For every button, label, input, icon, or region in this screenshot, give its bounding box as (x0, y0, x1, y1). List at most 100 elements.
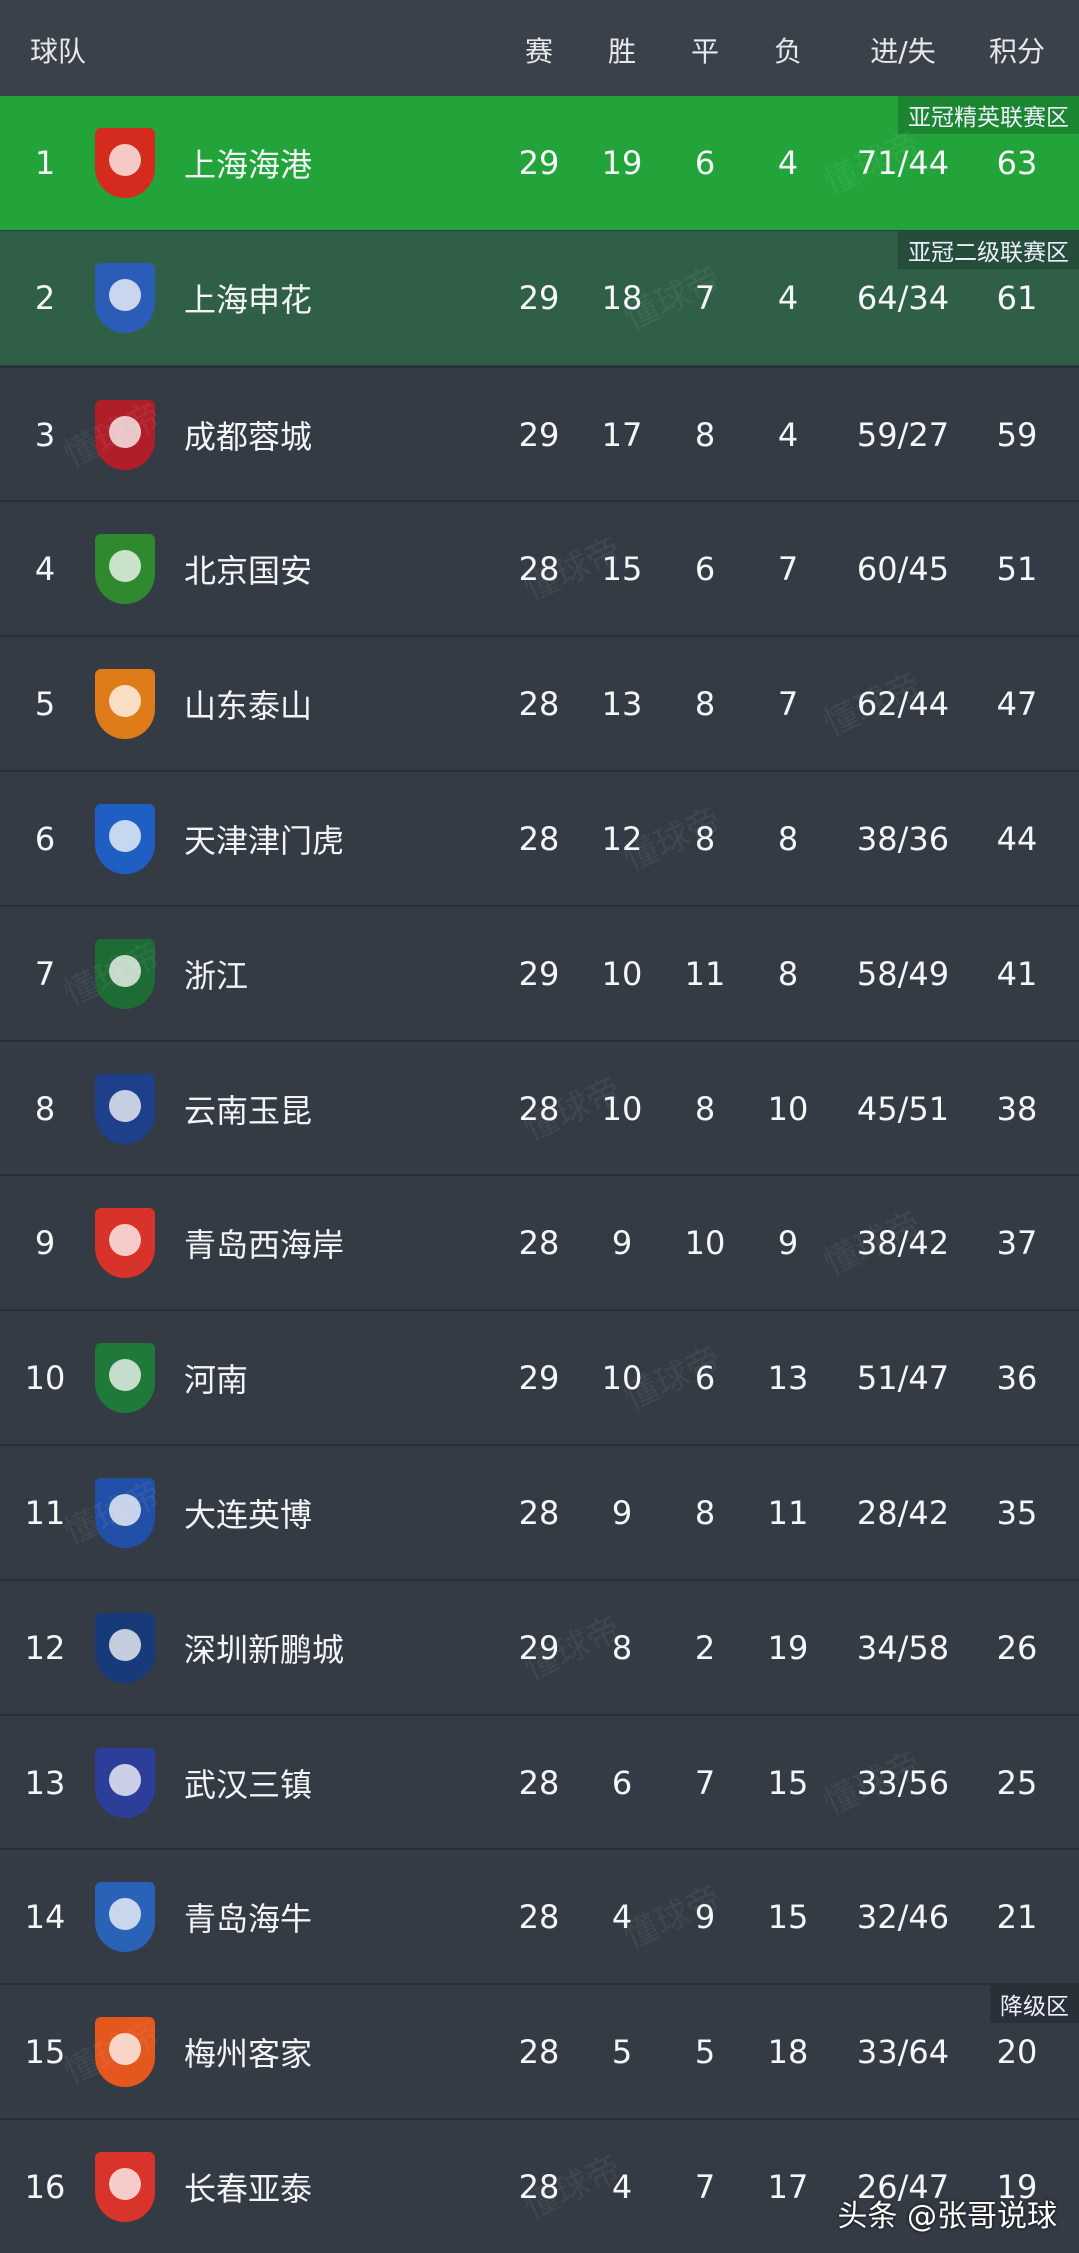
goals-value: 33/56 (856, 1763, 950, 1802)
rank: 1 (34, 144, 56, 182)
drawn-value: 10 (684, 1224, 726, 1263)
played-value: 29 (518, 144, 560, 182)
team-crest-icon (95, 2152, 155, 2222)
goals-value: 62/44 (856, 685, 950, 724)
points-value: 25 (996, 1763, 1038, 1802)
watermark: 懂球帝 (517, 530, 628, 610)
table-row[interactable]: 11 大连英博 28 9 8 11 28/42 35 懂球帝 (0, 1444, 1079, 1580)
header-won: 胜 (607, 35, 637, 68)
played-value: 28 (518, 1898, 560, 1937)
drawn-value: 6 (694, 550, 716, 589)
table-row[interactable]: 6 天津津门虎 28 12 8 8 38/36 44 懂球帝 (0, 770, 1079, 906)
watermark: 懂球帝 (817, 665, 928, 745)
won-value: 19 (601, 144, 643, 182)
points-value: 41 (996, 954, 1038, 993)
points-value: 63 (996, 144, 1038, 182)
table-row[interactable]: 3 成都蓉城 29 17 8 4 59/27 59 懂球帝 (0, 365, 1079, 502)
team-name: 武汉三镇 (184, 1765, 313, 1804)
played-value: 28 (518, 2168, 560, 2206)
played-value: 28 (518, 550, 560, 589)
team-name: 深圳新鹏城 (184, 1630, 345, 1669)
watermark: 懂球帝 (817, 1743, 928, 1823)
team-crest-icon (95, 804, 155, 874)
won-value: 12 (601, 820, 643, 858)
table-row[interactable]: 12 深圳新鹏城 29 8 2 19 34/58 26 懂球帝 (0, 1578, 1079, 1715)
table-row[interactable]: 4 北京国安 28 15 6 7 60/45 51 懂球帝 (0, 500, 1079, 637)
table-row[interactable]: 7 浙江 29 10 11 8 58/49 41 懂球帝 (0, 904, 1079, 1041)
team-name: 大连英博 (184, 1496, 313, 1534)
team-name: 浙江 (184, 956, 249, 995)
won-value: 4 (611, 1898, 633, 1937)
lost-value: 7 (777, 550, 799, 589)
played-value: 28 (518, 1763, 560, 1802)
watermark: 懂球帝 (817, 123, 928, 204)
played-value: 28 (518, 820, 560, 858)
goals-value: 60/45 (856, 550, 950, 589)
watermark: 懂球帝 (517, 1069, 628, 1149)
played-value: 29 (518, 1359, 560, 1398)
table-row[interactable]: 9 青岛西海岸 28 9 10 9 38/42 37 懂球帝 (0, 1174, 1079, 1311)
points-value: 47 (996, 685, 1038, 724)
drawn-value: 2 (694, 1628, 716, 1667)
drawn-value: 6 (694, 1359, 716, 1398)
lost-value: 4 (777, 144, 799, 182)
goals-value: 38/42 (856, 1224, 950, 1263)
team-crest-icon (95, 1343, 155, 1414)
rank: 12 (24, 1628, 66, 1667)
played-value: 28 (518, 1224, 560, 1263)
goals-value: 64/34 (856, 278, 950, 317)
table-row[interactable]: 2 上海申花 29 18 7 4 64/34 61 亚冠二级联赛区 懂球帝 (0, 230, 1079, 365)
drawn-value: 8 (694, 1494, 716, 1532)
goals-value: 58/49 (856, 954, 950, 993)
team-name: 河南 (184, 1361, 249, 1400)
table-row[interactable]: 15 梅州客家 28 5 5 18 33/64 20 降级区 懂球帝 (0, 1983, 1079, 2120)
won-value: 5 (611, 2033, 633, 2072)
lost-value: 15 (767, 1763, 809, 1802)
table-row[interactable]: 16 长春亚泰 28 4 7 17 26/47 19 懂球帝 (0, 2118, 1079, 2253)
rank: 14 (24, 1898, 66, 1937)
rank: 6 (34, 820, 56, 858)
watermark: 懂球帝 (817, 1204, 928, 1284)
team-name: 山东泰山 (184, 687, 313, 726)
won-value: 6 (611, 1763, 633, 1802)
drawn-value: 9 (694, 1898, 716, 1937)
team-name: 上海海港 (184, 146, 313, 184)
played-value: 28 (518, 2033, 560, 2072)
team-crest-icon (95, 128, 155, 198)
rank: 8 (34, 1089, 56, 1128)
rank: 4 (34, 550, 56, 589)
played-value: 28 (518, 1089, 560, 1128)
watermark: 懂球帝 (617, 1339, 728, 1419)
drawn-value: 7 (694, 2168, 716, 2206)
goals-value: 33/64 (856, 2033, 950, 2072)
watermark: 懂球帝 (517, 1608, 628, 1689)
rank: 3 (34, 415, 56, 454)
table-row[interactable]: 1 上海海港 29 19 6 4 71/44 63 亚冠精英联赛区 懂球帝 (0, 96, 1079, 230)
drawn-value: 7 (694, 278, 716, 317)
table-row[interactable]: 8 云南玉昆 28 10 8 10 45/51 38 懂球帝 (0, 1039, 1079, 1176)
lost-value: 8 (777, 954, 799, 993)
team-crest-icon (95, 669, 155, 740)
points-value: 26 (996, 1628, 1038, 1667)
team-name: 天津津门虎 (184, 822, 345, 860)
lost-value: 8 (777, 820, 799, 858)
table-row[interactable]: 14 青岛海牛 28 4 9 15 32/46 21 懂球帝 (0, 1848, 1079, 1985)
watermark: 懂球帝 (617, 799, 728, 880)
team-name: 青岛西海岸 (184, 1226, 345, 1265)
table-row[interactable]: 13 武汉三镇 28 6 7 15 33/56 25 懂球帝 (0, 1713, 1079, 1850)
played-value: 29 (518, 1628, 560, 1667)
team-name: 云南玉昆 (184, 1091, 313, 1130)
rank: 15 (24, 2033, 66, 2072)
drawn-value: 11 (684, 954, 726, 993)
table-row[interactable]: 5 山东泰山 28 13 8 7 62/44 47 懂球帝 (0, 635, 1079, 772)
footer-credit: 头条 @张哥说球 (837, 2199, 1057, 2234)
header-team: 球队 (29, 35, 87, 68)
team-crest-icon (95, 399, 155, 470)
zone-badge: 亚冠二级联赛区 (898, 230, 1079, 269)
lost-value: 18 (767, 2033, 809, 2072)
zone-badge: 降级区 (990, 1985, 1079, 2024)
team-crest-icon (95, 1073, 155, 1144)
table-row[interactable]: 10 河南 29 10 6 13 51/47 36 懂球帝 (0, 1309, 1079, 1446)
played-value: 29 (518, 415, 560, 454)
lost-value: 13 (767, 1359, 809, 1398)
